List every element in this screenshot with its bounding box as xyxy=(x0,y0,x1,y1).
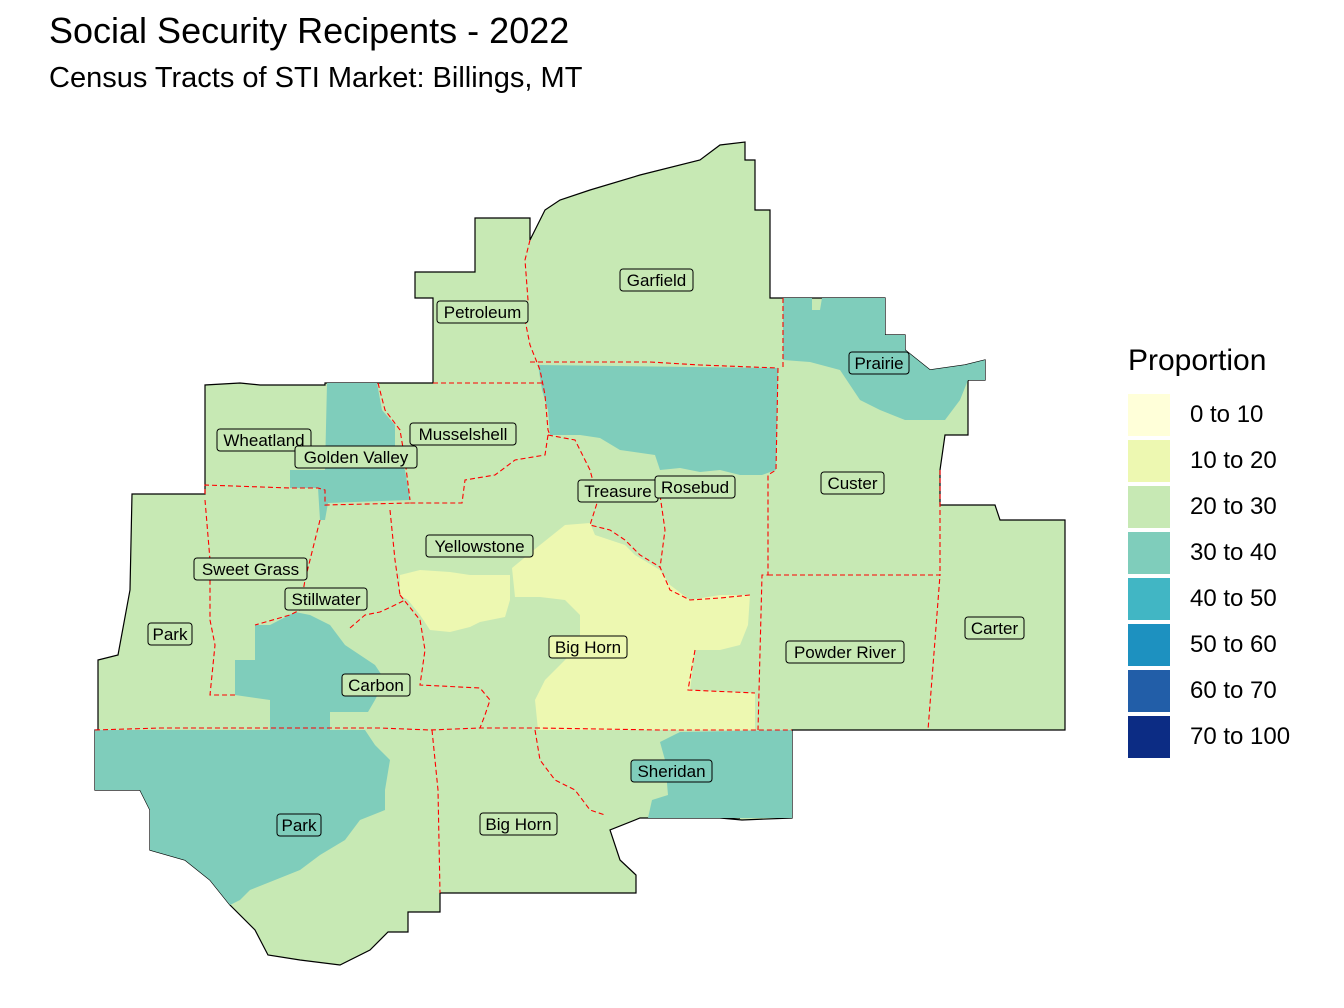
legend-item: 20 to 30 xyxy=(1128,484,1290,530)
tract-30-40-carbon xyxy=(235,612,385,730)
county-label: Yellowstone xyxy=(425,534,534,558)
legend-swatch xyxy=(1128,486,1170,528)
legend-swatch xyxy=(1128,670,1170,712)
legend-label: 60 to 70 xyxy=(1190,677,1277,704)
legend-item: 60 to 70 xyxy=(1128,668,1290,714)
map-title: Social Security Recipents - 2022 xyxy=(49,10,570,51)
legend-item: 0 to 10 xyxy=(1128,392,1290,438)
county-label: Park xyxy=(147,622,193,646)
county-label: Carter xyxy=(964,616,1025,640)
county-label: Sweet Grass xyxy=(193,557,308,581)
county-label-text: Big Horn xyxy=(485,815,551,834)
county-label-text: Wheatland xyxy=(223,431,304,450)
county-label-text: Park xyxy=(282,816,317,835)
county-label: Stillwater xyxy=(284,587,368,611)
county-labels: Garfield Petroleum Prairie Musselshell W… xyxy=(147,268,1025,837)
county-label: Carbon xyxy=(341,673,411,697)
legend: Proportion 0 to 10 10 to 20 20 to 30 30 … xyxy=(1128,344,1290,760)
county-label-text: Yellowstone xyxy=(434,537,524,556)
legend-title: Proportion xyxy=(1128,344,1267,377)
legend-swatch xyxy=(1128,532,1170,574)
legend-swatch xyxy=(1128,578,1170,620)
legend-item: 70 to 100 xyxy=(1128,714,1290,760)
county-label-text: Treasure xyxy=(584,482,651,501)
county-label: Garfield xyxy=(619,268,694,292)
county-label-text: Garfield xyxy=(627,271,687,290)
legend-label: 20 to 30 xyxy=(1190,493,1277,520)
county-label: Custer xyxy=(820,471,885,495)
county-label-text: Carter xyxy=(971,619,1019,638)
county-label: Big Horn xyxy=(548,635,628,659)
legend-label: 40 to 50 xyxy=(1190,585,1277,612)
legend-swatch xyxy=(1128,394,1170,436)
county-label-text: Park xyxy=(153,625,188,644)
county-label: Wheatland xyxy=(216,428,312,452)
county-label: Treasure xyxy=(577,479,659,503)
county-label-text: Stillwater xyxy=(292,590,361,609)
county-label-text: Prairie xyxy=(854,354,903,373)
county-label-text: Sweet Grass xyxy=(202,560,299,579)
legend-swatch xyxy=(1128,440,1170,482)
legend-swatch xyxy=(1128,716,1170,758)
county-label-text: Big Horn xyxy=(555,638,621,657)
legend-label: 0 to 10 xyxy=(1190,401,1264,428)
tract-30-40-park-south xyxy=(95,730,390,905)
legend-swatch xyxy=(1128,624,1170,666)
county-label: Petroleum xyxy=(436,300,529,324)
county-label-text: Musselshell xyxy=(419,425,508,444)
county-label-text: Powder River xyxy=(794,643,896,662)
legend-item: 10 to 20 xyxy=(1128,438,1290,484)
county-label: Golden Valley xyxy=(294,445,418,469)
legend-items: 0 to 10 10 to 20 20 to 30 30 to 40 40 to… xyxy=(1128,392,1290,760)
county-label-text: Golden Valley xyxy=(304,448,409,467)
county-label: Sheridan xyxy=(630,759,713,783)
tract-10-20-yellowstone-west xyxy=(400,570,510,632)
county-label-text: Sheridan xyxy=(637,762,705,781)
legend-item: 50 to 60 xyxy=(1128,622,1290,668)
tract-30-40-rosebud-north xyxy=(538,365,778,475)
map-subtitle: Census Tracts of STI Market: Billings, M… xyxy=(49,62,583,94)
legend-label: 70 to 100 xyxy=(1190,723,1291,750)
legend-label: 50 to 60 xyxy=(1190,631,1277,658)
legend-label: 30 to 40 xyxy=(1190,539,1277,566)
county-label-text: Carbon xyxy=(348,676,404,695)
legend-item: 30 to 40 xyxy=(1128,530,1290,576)
county-label: Musselshell xyxy=(409,422,517,446)
county-label: Big Horn xyxy=(479,812,558,836)
tract-30-40-sheridan xyxy=(648,730,792,818)
tract-10-20-big-horn xyxy=(512,523,755,730)
legend-label: 10 to 20 xyxy=(1190,447,1277,474)
county-label: Prairie xyxy=(848,351,910,375)
county-boundaries xyxy=(94,239,941,894)
county-label-text: Custer xyxy=(827,474,877,493)
county-label: Park xyxy=(276,813,322,837)
county-label-text: Petroleum xyxy=(444,303,521,322)
legend-item: 40 to 50 xyxy=(1128,576,1290,622)
county-label: Powder River xyxy=(785,640,905,664)
county-label-text: Rosebud xyxy=(661,478,729,497)
county-label: Rosebud xyxy=(654,475,736,499)
